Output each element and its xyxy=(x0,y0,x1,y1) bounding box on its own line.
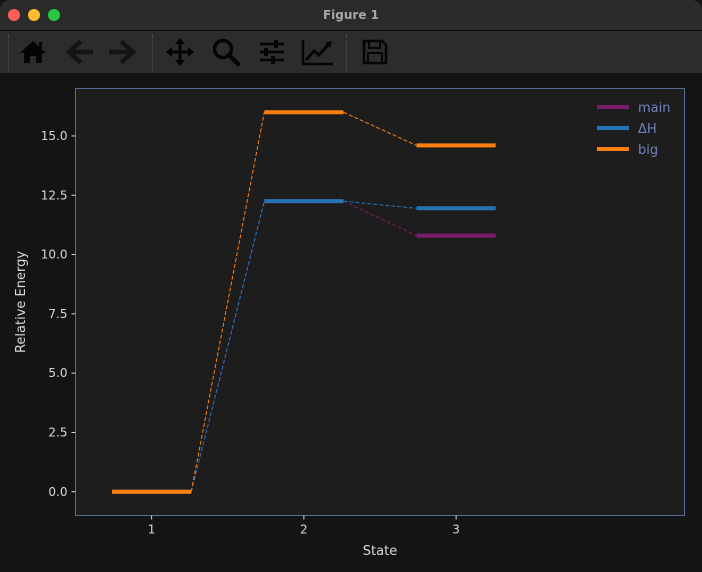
y-tick-label: 0.0 xyxy=(48,485,67,499)
zoom-icon xyxy=(212,38,241,67)
legend-label-0: main xyxy=(638,101,670,116)
y-axis-ticks: 0.0 2.5 5.0 7.5 10.0 12.5 15.0 xyxy=(41,129,76,499)
legend-label-1: ΔH xyxy=(638,122,657,137)
legend-label-2: big xyxy=(638,143,658,158)
x-axis-label: State xyxy=(363,544,397,559)
toolbar-separator xyxy=(152,35,153,71)
connector-lines xyxy=(190,111,417,492)
y-tick-label: 2.5 xyxy=(48,425,67,439)
toolbar-separator xyxy=(346,35,347,71)
back-button[interactable] xyxy=(62,35,96,69)
save-button[interactable] xyxy=(358,35,392,69)
y-tick-label: 12.5 xyxy=(41,188,68,202)
pan-icon xyxy=(166,38,194,66)
connector-2-0 xyxy=(190,112,265,492)
y-tick-label: 15.0 xyxy=(41,129,68,143)
configure-subplots-icon xyxy=(260,40,284,64)
connector-1-1 xyxy=(343,200,417,209)
connector-1-0 xyxy=(190,201,265,492)
legend: main ΔH big xyxy=(597,101,670,158)
edit-axis-button[interactable] xyxy=(301,35,335,69)
home-button[interactable] xyxy=(16,35,50,69)
axes-frame xyxy=(75,88,685,516)
x-axis-ticks: 1 2 3 xyxy=(148,515,460,537)
window-title: Figure 1 xyxy=(322,8,380,22)
x-tick-label: 2 xyxy=(300,523,308,537)
energy-level-chart[interactable]: 1 2 3 0.0 2.5 5.0 7.5 10.0 12.5 15.0 State Relat… xyxy=(0,73,702,572)
minimize-window-button[interactable] xyxy=(28,9,40,21)
connector-0-1 xyxy=(343,200,417,237)
y-tick-label: 10.0 xyxy=(41,248,68,262)
save-icon xyxy=(362,39,388,65)
title-bar: Figure 1 xyxy=(0,0,702,31)
y-tick-label: 5.0 xyxy=(48,366,67,380)
edit-axis-icon xyxy=(301,40,333,66)
forward-arrow-icon xyxy=(109,39,137,65)
navigation-toolbar xyxy=(0,31,702,73)
zoom-button[interactable] xyxy=(209,35,243,69)
connector-2-1 xyxy=(343,111,417,146)
maximize-window-button[interactable] xyxy=(48,9,60,21)
forward-button[interactable] xyxy=(106,35,140,69)
home-icon xyxy=(20,41,46,63)
configure-subplots-button[interactable] xyxy=(255,35,289,69)
back-arrow-icon xyxy=(65,39,93,65)
x-tick-label: 1 xyxy=(148,523,156,537)
y-axis-label: Relative Energy xyxy=(14,251,29,353)
energy-levels xyxy=(112,110,496,494)
plot-area[interactable]: 1 2 3 0.0 2.5 5.0 7.5 10.0 12.5 15.0 State Relat… xyxy=(0,73,702,572)
pan-button[interactable] xyxy=(163,35,197,69)
toolbar-separator xyxy=(8,35,9,71)
x-tick-label: 3 xyxy=(452,523,460,537)
y-tick-label: 7.5 xyxy=(48,307,67,321)
close-window-button[interactable] xyxy=(8,9,20,21)
